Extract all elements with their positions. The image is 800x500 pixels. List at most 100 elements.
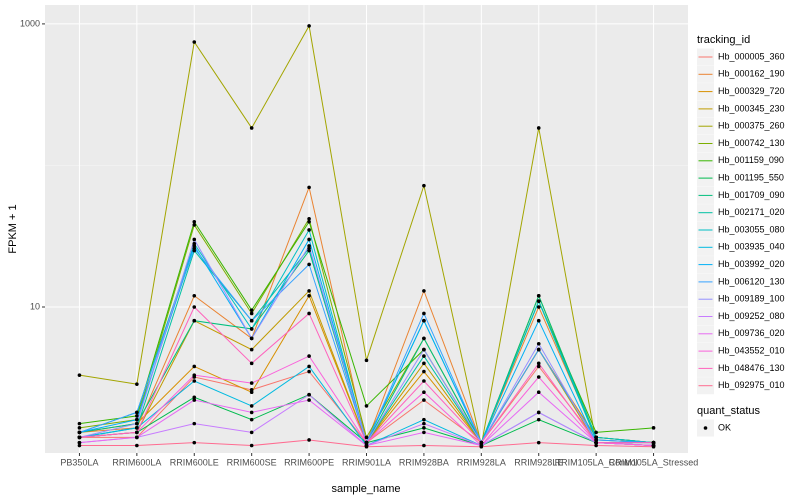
x-tick-label: RRIM928BA <box>399 457 449 467</box>
legend-label: Hb_009252_080 <box>718 311 785 321</box>
data-point <box>307 293 311 298</box>
data-point <box>422 354 426 358</box>
x-tick-label: RRIM901LA <box>342 457 391 467</box>
data-point <box>479 444 484 449</box>
data-point <box>77 440 82 445</box>
data-point <box>192 237 197 242</box>
data-point <box>651 426 656 430</box>
data-point <box>422 379 426 383</box>
data-point <box>77 373 82 377</box>
data-point <box>364 440 369 445</box>
legend-label: Hb_009189_100 <box>718 294 785 304</box>
data-point <box>594 443 598 448</box>
data-point <box>307 369 311 374</box>
data-point <box>249 410 254 415</box>
x-tick-label: RRIM928LA <box>457 457 506 467</box>
legend-label: Hb_048476_130 <box>718 363 785 373</box>
data-point <box>536 375 541 379</box>
data-point <box>249 361 254 366</box>
legend-label: Hb_002171_020 <box>718 207 785 217</box>
data-point <box>594 435 598 440</box>
data-point <box>307 398 311 402</box>
data-point <box>364 358 369 363</box>
data-point <box>536 305 541 309</box>
data-point <box>422 443 426 448</box>
data-point <box>192 395 197 400</box>
data-point <box>594 438 598 442</box>
data-point <box>536 293 541 298</box>
y-tick-label: 1000 <box>20 18 40 28</box>
legend-label: Hb_000005_360 <box>718 51 785 61</box>
data-point <box>422 183 426 188</box>
data-point <box>192 379 197 383</box>
x-tick-label: RRIM105LA_Stressed <box>609 457 699 467</box>
y-axis-title: FPKM + 1 <box>7 204 19 253</box>
data-point <box>536 417 541 422</box>
data-point <box>249 443 254 448</box>
data-point <box>422 430 426 435</box>
data-point <box>135 435 139 440</box>
x-axis-title: sample_name <box>331 483 400 495</box>
data-point <box>479 440 484 445</box>
data-point <box>192 305 197 309</box>
data-point <box>307 216 311 221</box>
data-point <box>192 421 197 426</box>
x-tick-label: PB350LA <box>60 457 98 467</box>
legend-label: Hb_006120_130 <box>718 276 785 286</box>
legend-label: Hb_001195_550 <box>718 172 784 182</box>
data-point <box>192 318 197 323</box>
data-point <box>307 311 311 316</box>
data-point <box>422 311 426 316</box>
data-point <box>192 398 197 402</box>
data-point <box>536 390 541 395</box>
data-point <box>422 289 426 293</box>
legend-label: Hb_003935_040 <box>718 242 785 252</box>
legend-label: Hb_000742_130 <box>718 138 785 148</box>
data-point <box>594 440 598 445</box>
legend-label: Hb_001159_090 <box>718 155 784 165</box>
legend-label: Hb_003992_020 <box>718 259 785 269</box>
data-point <box>135 426 139 430</box>
data-point <box>594 430 598 435</box>
legend-swatch <box>703 426 708 430</box>
legend-label: Hb_092975_010 <box>718 380 785 390</box>
data-point <box>307 24 311 28</box>
legend-title: tracking_id <box>697 34 750 46</box>
data-point <box>307 237 311 242</box>
legend-label: Hb_000345_230 <box>718 103 785 113</box>
data-point <box>422 417 426 422</box>
data-point <box>249 381 254 385</box>
data-point <box>536 347 541 352</box>
data-point <box>135 430 139 435</box>
data-point <box>422 361 426 366</box>
legend-label: Hb_043552_010 <box>718 345 785 355</box>
x-tick-label: RRIM600SE <box>227 457 277 467</box>
data-point <box>249 311 254 316</box>
data-point <box>77 421 82 426</box>
data-point <box>422 390 426 395</box>
data-point <box>307 185 311 190</box>
data-point <box>249 336 254 341</box>
data-point <box>536 361 541 366</box>
legend-label: Hb_001709_090 <box>718 190 785 200</box>
data-point <box>307 228 311 232</box>
data-point <box>135 443 139 448</box>
y-tick-label: 10 <box>30 301 40 311</box>
data-point <box>249 318 254 323</box>
data-point <box>307 364 311 369</box>
x-tick-label: RRIM105LA_Control <box>555 457 638 467</box>
data-point <box>77 430 82 435</box>
data-point <box>192 40 197 44</box>
data-point <box>536 410 541 415</box>
data-point <box>364 404 369 408</box>
data-point <box>422 318 426 323</box>
data-point <box>135 421 139 426</box>
data-point <box>536 299 541 303</box>
x-tick-label: RRIM928LE <box>514 457 563 467</box>
data-point <box>249 308 254 312</box>
data-point <box>422 347 426 352</box>
data-point <box>249 404 254 408</box>
data-point <box>249 390 254 395</box>
data-point <box>77 426 82 430</box>
